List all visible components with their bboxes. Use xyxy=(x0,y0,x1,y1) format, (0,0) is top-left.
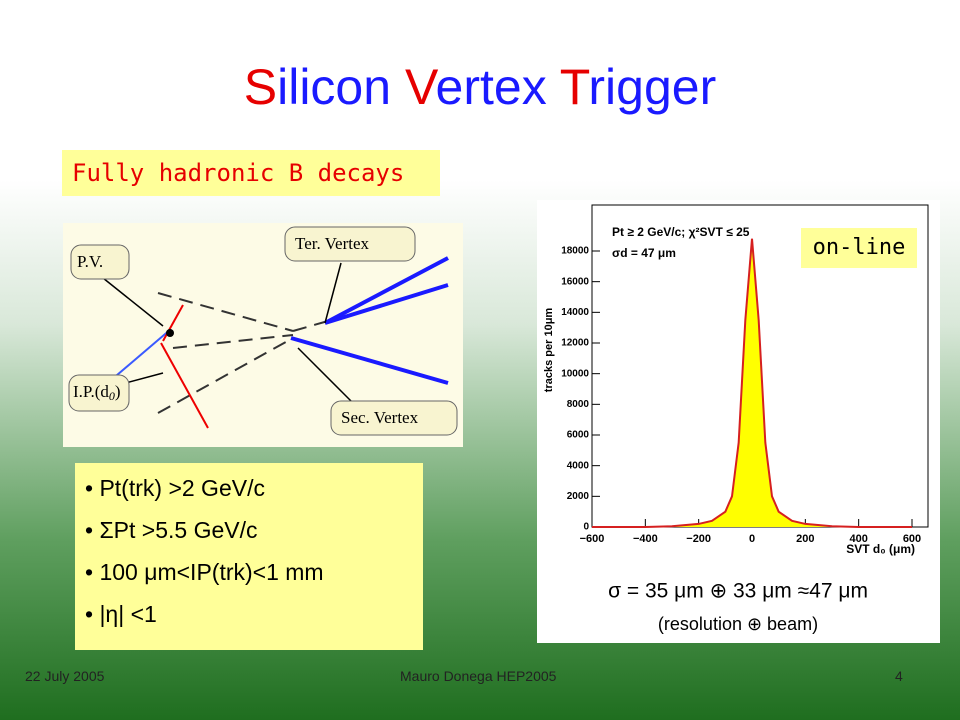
label-part: 0 xyxy=(109,389,115,403)
arrows xyxy=(102,262,354,404)
chart: tracks per 10μm SVT d₀ (μm) Pt ≥ 2 GeV/c… xyxy=(537,200,940,643)
red-track xyxy=(162,304,184,342)
title-part: S xyxy=(243,59,278,115)
x-tick-label: −600 xyxy=(580,533,605,545)
ip-line xyxy=(109,328,172,382)
blue-tracks xyxy=(290,256,449,385)
footer-page: 4 xyxy=(895,668,903,684)
bullet: |η| <1 xyxy=(85,601,413,643)
x-tick-label: 200 xyxy=(796,533,814,545)
caption: σ = 35 μm ⊕ 33 μm ≈47 μm xyxy=(608,580,868,603)
subtitle-box: Fully hadronic B decays xyxy=(62,150,440,196)
title-part: ilicon xyxy=(277,59,405,115)
y-tick-label: 0 xyxy=(583,522,589,533)
x-tick-label: 0 xyxy=(749,533,755,545)
label-part: ) xyxy=(115,382,121,401)
bullet: ΣPt >5.5 GeV/c xyxy=(85,517,413,559)
y-tick-label: 16000 xyxy=(561,276,589,287)
bullet: Pt(trk) >2 GeV/c xyxy=(85,475,413,517)
y-tick-label: 10000 xyxy=(561,368,589,379)
label-part: I.P.(d xyxy=(73,382,109,401)
annotation: σd = 47 μm xyxy=(612,246,676,260)
y-tick-label: 8000 xyxy=(567,399,590,410)
footer-date: 22 July 2005 xyxy=(25,668,105,684)
y-tick-label: 18000 xyxy=(561,246,589,257)
tag-box xyxy=(801,228,917,268)
y-axis-label: tracks per 10μm xyxy=(543,308,555,393)
bullet-box: Pt(trk) >2 GeV/c ΣPt >5.5 GeV/c 100 μm<I… xyxy=(75,463,423,650)
labels: P.V. Ter. Vertex I.P.(d0) Sec. Vertex xyxy=(68,226,458,436)
x-tick-label: −400 xyxy=(633,533,658,545)
label-box xyxy=(284,226,416,262)
x-tick-label: −200 xyxy=(686,533,711,545)
title-part: ertex xyxy=(435,59,560,115)
tag: on-line xyxy=(813,235,906,260)
diagram-label: Ter. Vertex xyxy=(295,234,370,253)
red-track xyxy=(160,342,209,429)
bullet: 100 μm<IP(trk)<1 mm xyxy=(85,559,413,601)
x-axis-label: SVT d₀ (μm) xyxy=(846,542,915,556)
caption: (resolution ⊕ beam) xyxy=(658,614,818,634)
x-tick-label: 600 xyxy=(903,533,921,545)
title-part: T xyxy=(559,59,589,115)
y-tick-label: 2000 xyxy=(567,491,590,502)
area-fill xyxy=(592,238,912,527)
decay-diagram: P.V. Ter. Vertex I.P.(d0) Sec. Vertex xyxy=(63,223,463,447)
diagram-label: P.V. xyxy=(77,252,103,271)
footer-author: Mauro Donega HEP2005 xyxy=(400,668,557,684)
y-tick-label: 4000 xyxy=(567,460,590,471)
primary-vertex xyxy=(166,329,174,337)
title-part: rigger xyxy=(588,59,717,115)
title: Silicon Vertex Trigger xyxy=(0,58,960,116)
label-box xyxy=(68,374,130,412)
title-part: V xyxy=(404,59,436,115)
label-box xyxy=(70,244,130,280)
diagram-label: I.P.(d0) xyxy=(73,382,121,403)
diagram-label: Sec. Vertex xyxy=(341,408,419,427)
label-box xyxy=(330,400,458,436)
y-tick-label: 12000 xyxy=(561,338,589,349)
y-tick-label: 6000 xyxy=(567,430,590,441)
annotation: Pt ≥ 2 GeV/c; χ²SVT ≤ 25 xyxy=(612,225,750,239)
y-tick-label: 14000 xyxy=(561,307,589,318)
x-tick-label: 400 xyxy=(849,533,867,545)
dashed-tracks xyxy=(157,292,364,414)
area-line xyxy=(592,238,912,528)
